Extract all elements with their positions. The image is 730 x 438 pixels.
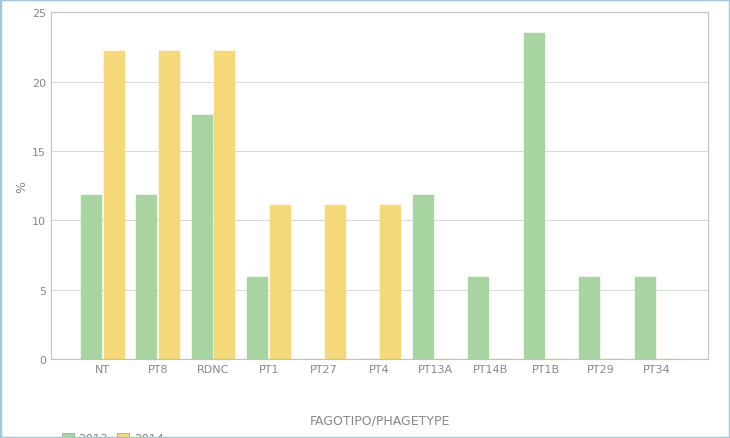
Y-axis label: %: % [15,180,28,192]
Bar [247,278,268,359]
Bar [413,196,434,359]
Bar [380,205,402,359]
Bar [634,278,656,359]
Bar [192,116,212,359]
Text: FAGOTIPO/PHAGETYPE: FAGOTIPO/PHAGETYPE [310,414,450,427]
Bar [104,52,125,359]
Bar [215,52,235,359]
Bar [325,205,346,359]
Bar [524,34,545,359]
Legend: 2013, 2014: 2013, 2014 [57,428,169,438]
Bar [81,196,102,359]
Bar [269,205,291,359]
Bar [579,278,600,359]
Bar [159,52,180,359]
Bar [137,196,158,359]
Bar [469,278,490,359]
